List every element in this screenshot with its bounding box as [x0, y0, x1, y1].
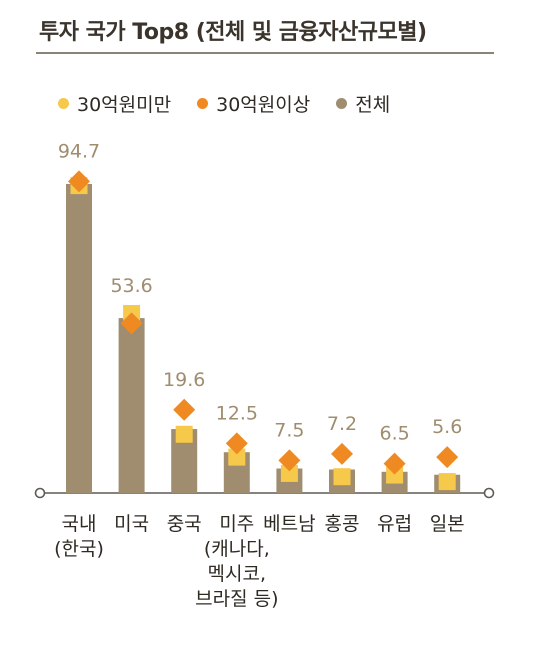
category-label: 미주 (캐나다, 멕시코, 브라질 등) [195, 513, 279, 610]
category-label: 중국 [166, 513, 202, 535]
marker-under-30 [175, 425, 193, 443]
axis-start-cap [34, 487, 46, 499]
legend-item-over-30: 30억원이상 [197, 90, 310, 117]
axis-end-cap [483, 487, 495, 499]
legend-label-over-30: 30억원이상 [216, 93, 311, 116]
marker-under-30 [386, 466, 404, 484]
marker-over-30 [173, 398, 196, 421]
marker-over-30 [436, 446, 459, 469]
marker-over-30 [68, 170, 90, 193]
marker-over-30 [278, 449, 301, 472]
marker-under-30 [228, 448, 246, 466]
legend-label-under-30: 30억원미만 [77, 93, 172, 116]
bar-total [66, 183, 92, 493]
value-label: 19.6 [163, 369, 205, 391]
value-label: 7.2 [327, 413, 357, 435]
marker-under-30 [280, 464, 298, 482]
category-label: 국내 (한국) [54, 513, 104, 560]
bar-total [118, 318, 145, 493]
category-label: 미국 [114, 513, 150, 535]
chart-title: 투자 국가 Top8 (전체 및 금융자산규모별) [39, 20, 427, 45]
value-label: 53.6 [110, 275, 152, 297]
marker-over-30 [120, 312, 143, 335]
legend-item-total: 전체 [336, 90, 390, 117]
value-label: 5.6 [432, 416, 462, 438]
category-label: 홍콩 [324, 513, 360, 535]
category-label: 일본 [429, 513, 465, 535]
title-underline [36, 52, 494, 54]
legend-marker-total [336, 97, 348, 109]
value-label: 94.7 [58, 140, 100, 162]
marker-over-30 [383, 452, 406, 475]
value-label: 6.5 [379, 423, 409, 445]
legend-marker-over-30 [197, 97, 209, 109]
category-label: 베트남 [263, 513, 316, 535]
value-label: 12.5 [216, 402, 258, 424]
legend-marker-under-30 [58, 97, 69, 109]
marker-over-30 [331, 442, 353, 465]
value-label: 7.5 [274, 419, 304, 441]
marker-under-30 [438, 473, 456, 491]
legend-label-total: 전체 [355, 93, 391, 116]
legend: 30억원미만 30억원이상 전체 [58, 88, 390, 118]
category-label: 유럽 [377, 513, 413, 535]
legend-item-under-30: 30억원미만 [58, 90, 171, 117]
marker-under-30 [333, 468, 351, 486]
marker-over-30 [225, 432, 248, 455]
